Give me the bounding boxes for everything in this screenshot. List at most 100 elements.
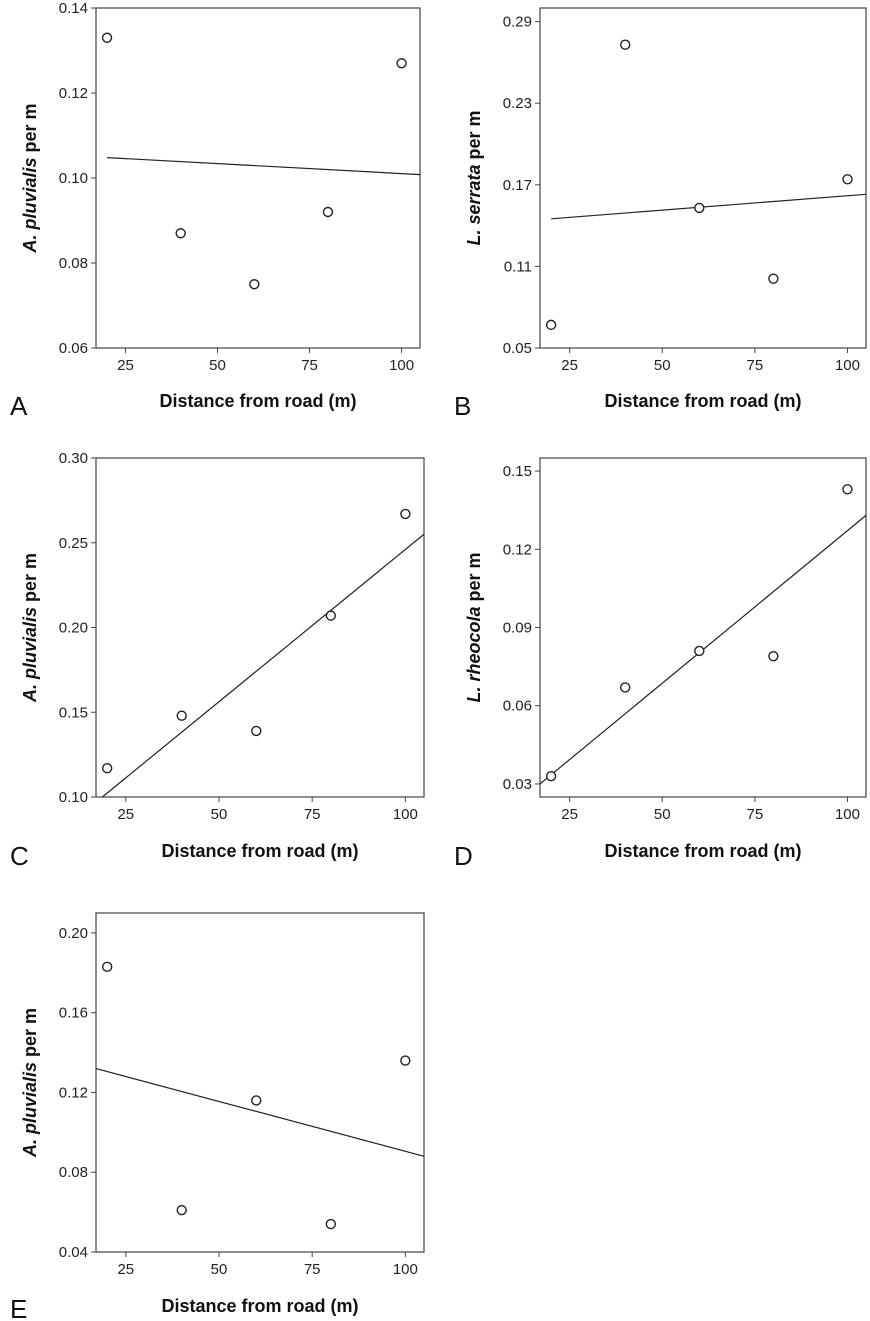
- y-tick-label: 0.20: [59, 620, 88, 637]
- data-point: [249, 279, 260, 290]
- regression-line: [551, 193, 867, 220]
- y-tick-label: 0.14: [59, 0, 88, 17]
- x-tick-label: 75: [301, 357, 318, 374]
- data-point: [620, 682, 631, 693]
- x-tick-label: 50: [209, 357, 226, 374]
- data-point: [101, 762, 113, 774]
- y-axis-unit: per m: [20, 553, 40, 607]
- y-axis-unit: per m: [464, 110, 484, 164]
- y-axis-unit: per m: [464, 552, 484, 606]
- x-tick-label: 50: [654, 357, 671, 374]
- y-tick-label: 0.06: [503, 698, 532, 715]
- data-point: [325, 1218, 337, 1230]
- x-tick-label: 75: [747, 806, 764, 823]
- data-point: [400, 1055, 411, 1066]
- data-point: [101, 961, 113, 973]
- y-tick-label: 0.15: [503, 463, 532, 480]
- x-axis-title: Distance from road (m): [161, 1296, 358, 1316]
- y-axis-species: A. pluvialis: [20, 1062, 40, 1158]
- x-tick-label: 50: [211, 1261, 228, 1278]
- y-axis-species: L. rheocola: [464, 607, 484, 703]
- x-axis-title: Distance from road (m): [159, 391, 356, 411]
- x-tick-label: 50: [654, 806, 671, 823]
- panel-letter: B: [454, 391, 471, 421]
- y-tick-label: 0.10: [59, 170, 88, 187]
- panel-c: 0.10 0.15 0.20 0.25 0.30 25 50 75 100 Distance fr…: [10, 450, 425, 871]
- data-point: [768, 650, 779, 662]
- y-axis-unit: per m: [20, 1008, 40, 1062]
- data-point: [251, 1095, 262, 1106]
- x-tick-label: 100: [835, 806, 860, 823]
- y-tick-label: 0.23: [503, 95, 532, 112]
- y-tick-label: 0.12: [59, 1084, 88, 1101]
- x-tick-label: 25: [561, 357, 578, 374]
- x-tick-label: 100: [389, 357, 414, 374]
- data-point: [325, 610, 337, 621]
- y-axis-title: L. rheocola per m: [464, 552, 484, 702]
- y-tick-label: 0.12: [59, 85, 88, 102]
- regression-line: [95, 1067, 425, 1157]
- x-tick-label: 100: [835, 357, 860, 374]
- y-tick-label: 0.09: [503, 620, 532, 637]
- panel-a: 0.06 0.08 0.10 0.12 0.14 25 50 75 100 Distance fr…: [10, 0, 421, 421]
- regression-line: [107, 157, 421, 176]
- x-tick-label: 75: [747, 357, 764, 374]
- y-tick-label: 0.11: [504, 258, 532, 275]
- y-tick-label: 0.29: [503, 14, 532, 31]
- panel-e: 0.04 0.08 0.12 0.16 0.20 25 50 75 100 Distance fr…: [10, 912, 425, 1321]
- data-point: [694, 645, 705, 657]
- y-axis-species: A. pluvialis: [20, 607, 40, 703]
- x-axis-title: Distance from road (m): [604, 841, 801, 861]
- y-tick-label: 0.16: [59, 1005, 88, 1022]
- data-point: [620, 39, 631, 50]
- panel-b: 0.05 0.11 0.17 0.23 0.29 25 50 75 100 Distance fr…: [454, 7, 867, 421]
- regression-line: [101, 533, 425, 798]
- x-tick-label: 100: [393, 1261, 418, 1278]
- y-tick-label: 0.08: [59, 1164, 88, 1181]
- panel-letter: A: [10, 391, 28, 421]
- y-axis-unit: per m: [20, 103, 40, 157]
- y-tick-label: 0.10: [59, 789, 88, 806]
- y-axis-species: A. pluvialis: [20, 158, 40, 254]
- y-tick-label: 0.05: [503, 340, 532, 357]
- y-tick-label: 0.08: [59, 255, 88, 272]
- x-tick-label: 50: [211, 806, 228, 823]
- y-tick-label: 0.04: [59, 1244, 88, 1261]
- y-axis-title: A. pluvialis per m: [20, 1008, 40, 1158]
- panel-letter: E: [10, 1294, 27, 1321]
- data-point: [175, 228, 186, 239]
- data-point: [400, 508, 411, 520]
- panel-letter: D: [454, 841, 473, 871]
- y-tick-label: 0.03: [503, 776, 532, 793]
- y-axis-title: A. pluvialis per m: [20, 553, 40, 703]
- x-tick-label: 25: [117, 806, 134, 823]
- data-point: [545, 770, 557, 782]
- x-tick-label: 100: [393, 806, 418, 823]
- data-point: [396, 58, 407, 69]
- y-tick-label: 0.20: [59, 925, 88, 942]
- y-tick-label: 0.17: [503, 177, 532, 194]
- data-point: [101, 32, 113, 43]
- y-axis-title: L. serrata per m: [464, 110, 484, 245]
- plot-frame: [95, 912, 425, 1253]
- data-point: [322, 206, 334, 218]
- data-point: [251, 725, 262, 737]
- plot-frame: [539, 7, 867, 349]
- data-point: [768, 273, 779, 284]
- y-axis-species: L. serrata: [464, 164, 484, 245]
- data-point: [842, 484, 853, 495]
- data-point: [176, 710, 187, 721]
- data-point: [545, 319, 557, 331]
- plot-frame: [95, 7, 421, 349]
- data-point: [694, 202, 705, 214]
- x-tick-label: 25: [117, 357, 134, 374]
- panel-d: 0.03 0.06 0.09 0.12 0.15 25 50 75 100 Distance fr…: [454, 457, 867, 871]
- x-tick-label: 25: [117, 1261, 134, 1278]
- data-point: [176, 1204, 187, 1216]
- panel-letter: C: [10, 841, 29, 871]
- x-tick-label: 75: [304, 806, 321, 823]
- y-tick-label: 0.12: [503, 541, 532, 558]
- x-axis-title: Distance from road (m): [604, 391, 801, 411]
- plot-frame: [539, 457, 867, 798]
- x-tick-label: 25: [561, 806, 578, 823]
